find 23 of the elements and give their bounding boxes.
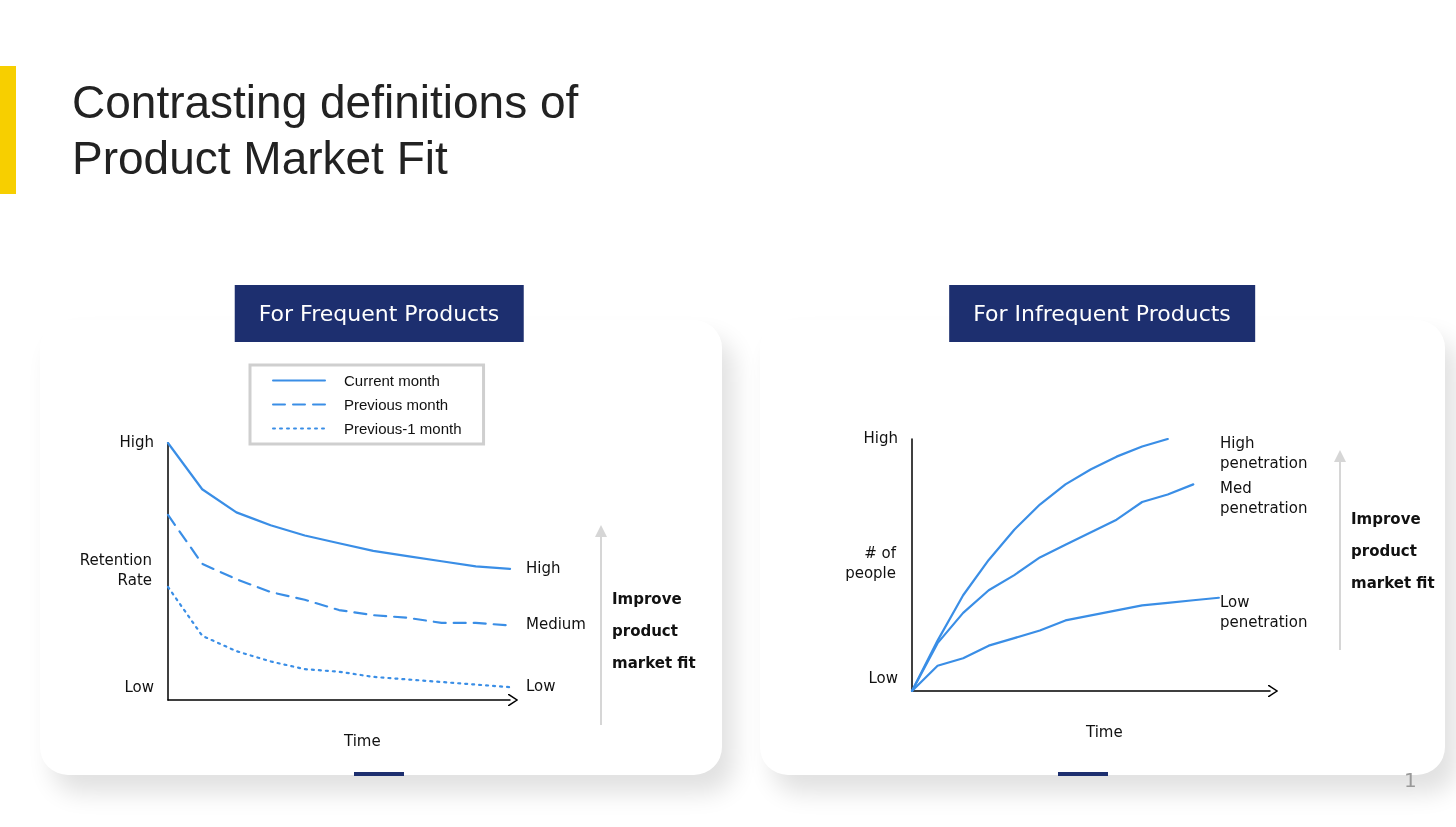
legend-label: Current month [344,372,440,389]
text: High [862,429,898,447]
text: Medium [526,615,586,634]
text: Low [867,669,898,687]
text: 1 [1404,768,1417,792]
text: High [526,558,561,577]
chart-title: Contrasting definitions of Product Market Fit [72,75,580,186]
y-axis-title: # of people [844,543,896,583]
text: Low [526,677,556,696]
text: Improve product market fit [1351,509,1436,594]
text: High [118,433,154,451]
legend-label: Previous month [344,396,449,413]
series-label: Low penetration [1220,591,1309,632]
y-axis-title: Retention Rate [78,549,152,590]
text: Low [123,678,154,696]
series-label: Med penetration [1220,478,1309,519]
chart-subtitle: For Infrequent Products [949,285,1255,342]
x-axis-title: Time [344,732,381,750]
chart-subtitle: For Frequent Products [234,285,524,342]
text: Improve product market fit [612,589,697,674]
text: High penetration [1220,433,1309,473]
legend-label: Previous-1 month [344,420,462,437]
x-axis-title: Time [1086,723,1123,741]
